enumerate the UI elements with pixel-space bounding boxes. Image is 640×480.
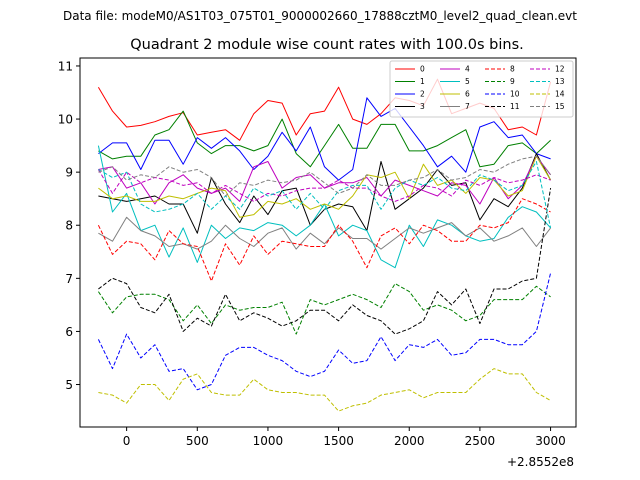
y-tick-label: 10 xyxy=(58,113,73,127)
x-tick-label: 3000 xyxy=(535,434,566,448)
series-line-6 xyxy=(98,155,552,218)
y-tick-label: 9 xyxy=(65,166,73,180)
legend-label-7: 7 xyxy=(465,102,470,111)
legend-label-10: 10 xyxy=(510,90,520,99)
series-line-10 xyxy=(97,272,552,391)
series-line-8 xyxy=(97,198,551,282)
y-tick-label: 7 xyxy=(65,272,73,286)
legend-box xyxy=(389,60,574,118)
series-line-13 xyxy=(98,161,552,229)
legend-label-11: 11 xyxy=(510,102,520,111)
legend-label-12: 12 xyxy=(555,65,565,74)
chart-title: Quadrant 2 module wise count rates with … xyxy=(130,37,524,53)
legend-label-2: 2 xyxy=(420,90,425,99)
legend-label-13: 13 xyxy=(555,77,565,86)
series-line-15 xyxy=(98,155,551,197)
x-axis: 0 500 1000 1500 2000 2500 3000 xyxy=(123,427,566,448)
y-tick-label: 11 xyxy=(58,59,73,73)
legend-label-15: 15 xyxy=(555,102,565,111)
x-tick-label: 2000 xyxy=(394,434,425,448)
y-tick-label: 8 xyxy=(65,219,73,233)
legend-label-1: 1 xyxy=(420,77,425,86)
series-line-2 xyxy=(98,97,551,181)
x-offset-label: +2.8552e8 xyxy=(507,455,574,469)
x-tick-label: 1000 xyxy=(253,434,284,448)
legend-label-14: 14 xyxy=(555,90,565,99)
series-line-11 xyxy=(98,188,552,335)
plot-area xyxy=(97,78,552,412)
series-line-1 xyxy=(98,110,551,168)
legend-label-3: 3 xyxy=(420,102,425,111)
series-line-12 xyxy=(97,169,551,202)
axes-frame xyxy=(79,57,577,428)
x-tick-label: 1500 xyxy=(323,434,354,448)
y-tick-label: 6 xyxy=(65,325,73,339)
legend-label-9: 9 xyxy=(510,77,515,86)
legend-label-8: 8 xyxy=(510,65,515,74)
legend-label-4: 4 xyxy=(465,65,470,74)
x-tick-label: 2500 xyxy=(465,434,496,448)
x-tick-label: 500 xyxy=(186,434,209,448)
legend-label-6: 6 xyxy=(465,90,470,99)
x-tick-label: 0 xyxy=(123,434,131,448)
series-line-9 xyxy=(97,283,551,335)
legend-label-5: 5 xyxy=(465,77,470,86)
legend-label-0: 0 xyxy=(420,65,425,74)
y-tick-label: 5 xyxy=(65,378,73,392)
chart-suptitle: Data file: modeM0/AS1T03_075T01_90000026… xyxy=(63,9,577,23)
series-line-14 xyxy=(98,368,551,412)
y-axis: 5 6 7 8 9 10 11 xyxy=(58,59,80,392)
